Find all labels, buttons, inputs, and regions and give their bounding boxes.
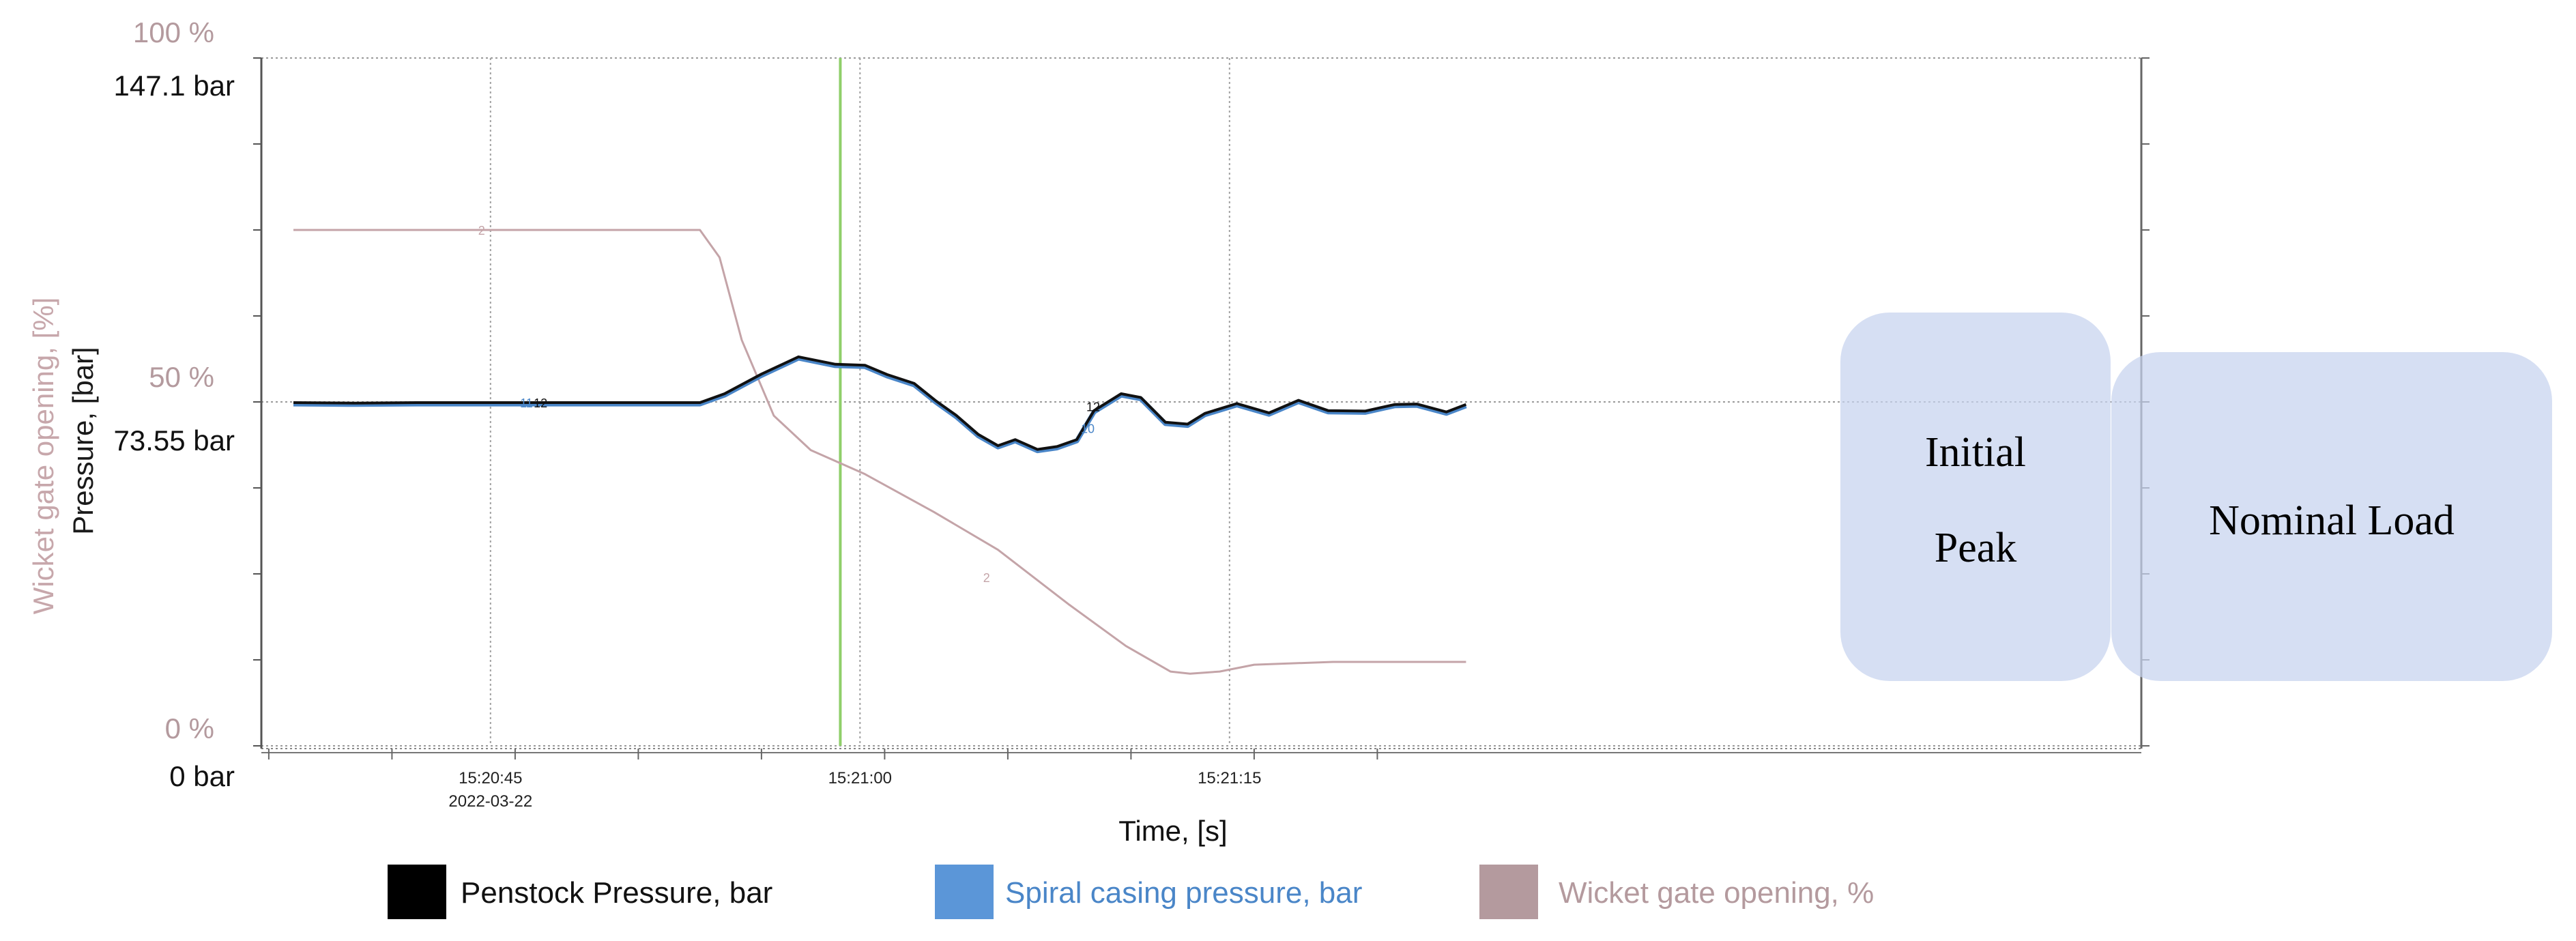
legend-label-1: Spiral casing pressure, bar bbox=[1005, 876, 1362, 910]
pressure-tick-label-2: 0 bar bbox=[169, 760, 235, 792]
opening-tick-label-1: 50 % bbox=[149, 361, 214, 393]
opening-tick-label-0: 100 % bbox=[133, 16, 214, 48]
callout-initial-peak-box bbox=[1840, 313, 2111, 681]
callouts: Initial Peak Nominal Load bbox=[1840, 313, 2552, 681]
legend-swatch-2 bbox=[1479, 865, 1538, 919]
callout-initial-label-2: Peak bbox=[1935, 525, 2017, 571]
legend-label-2: Wicket gate opening, % bbox=[1559, 876, 1874, 910]
series-mark-spiral: 11 bbox=[520, 396, 533, 410]
legend-swatch-1 bbox=[935, 865, 994, 919]
series-mark-opening: 2 bbox=[478, 224, 485, 237]
series-line-2 bbox=[293, 229, 1466, 675]
axis-labels: 100 % 50 % 0 % 147.1 bar 73.55 bar 0 bar Wicke… bbox=[27, 16, 1262, 847]
opening-tick-label-2: 0 % bbox=[165, 712, 214, 744]
pressure-tick-label-1: 73.55 bar bbox=[114, 424, 235, 457]
opening-axis-title: Wicket gate opening, [%] bbox=[27, 298, 59, 615]
legend-swatch-0 bbox=[388, 865, 446, 919]
x-axis-title: Time, [s] bbox=[1118, 815, 1227, 847]
callout-nominal-label: Nominal Load bbox=[2209, 497, 2455, 544]
legend: Penstock Pressure, bar Spiral casing pres… bbox=[388, 865, 1874, 919]
time-tick-date-0: 2022-03-22 bbox=[448, 792, 532, 811]
time-tick-label-1: 15:21:00 bbox=[828, 769, 892, 787]
pressure-tick-label-0: 147.1 bar bbox=[114, 70, 235, 102]
time-tick-label-0: 15:20:45 bbox=[459, 769, 522, 787]
pressure-axis-title: Pressure, [bar] bbox=[67, 347, 99, 534]
series-line-0 bbox=[293, 355, 1467, 451]
series-mark-opening-b: 2 bbox=[983, 571, 990, 585]
series-mark-spiral-b: 10 bbox=[1081, 422, 1095, 435]
time-tick-label-2: 15:21:15 bbox=[1198, 769, 1261, 787]
callout-initial-label-1: Initial bbox=[1925, 429, 2026, 476]
series-mark-penstock-b: 12 bbox=[1086, 400, 1100, 414]
legend-label-0: Penstock Pressure, bar bbox=[461, 876, 772, 910]
callout-nominal-load-box bbox=[2111, 352, 2552, 681]
series-mark-penstock: 12 bbox=[534, 396, 547, 410]
